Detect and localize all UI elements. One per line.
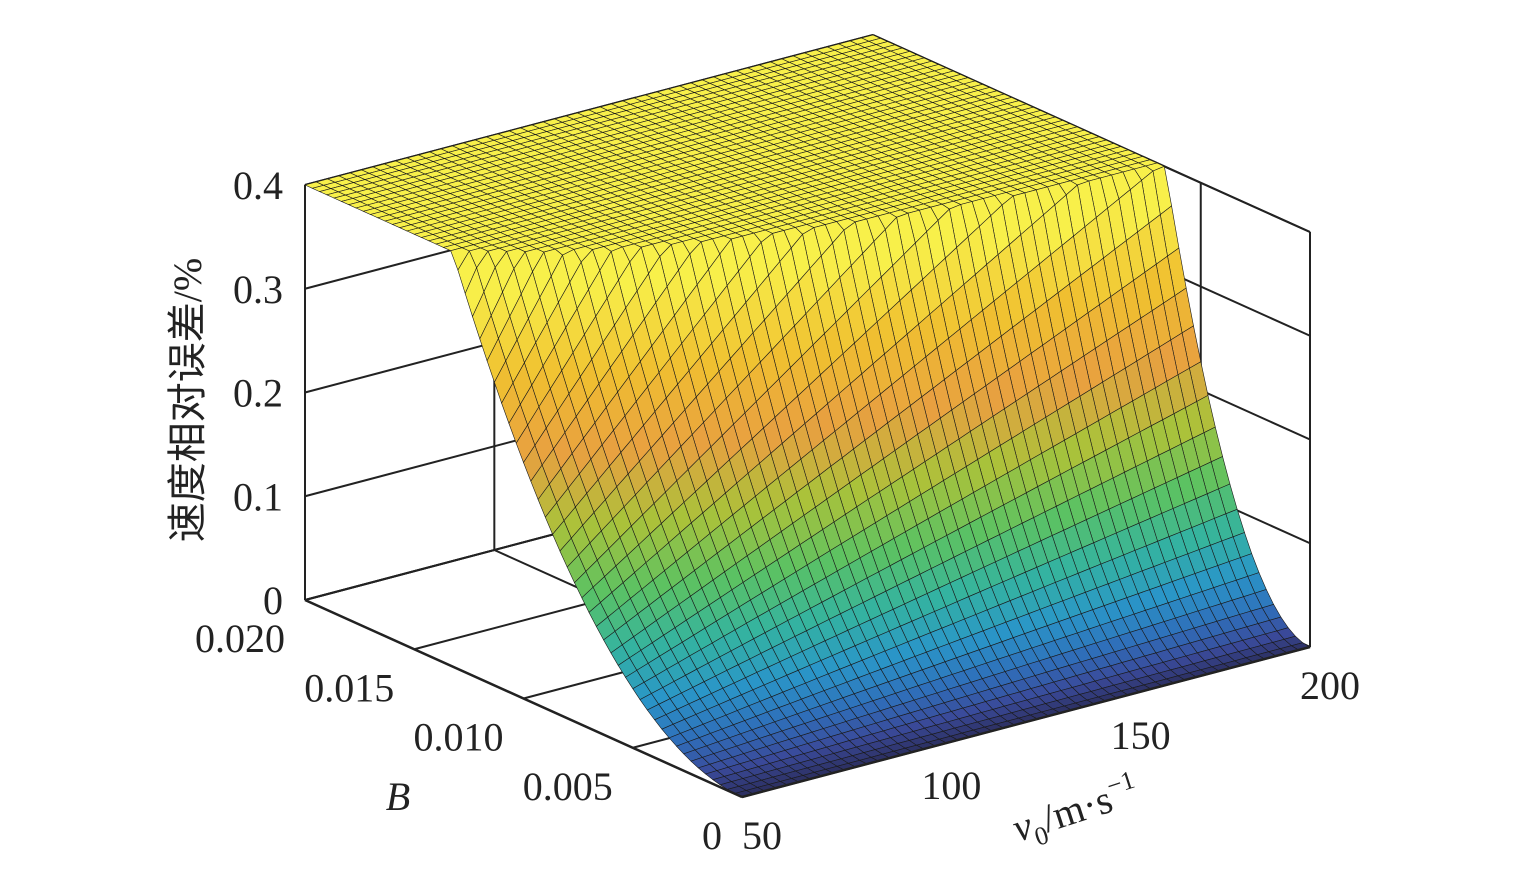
z-tick-label: 0.2 <box>233 371 283 416</box>
y-axis-line <box>304 598 743 799</box>
y-tick-label: 0.010 <box>414 715 504 760</box>
x-tick-label: 50 <box>742 813 782 858</box>
x-tick-label: 150 <box>1111 713 1171 758</box>
z-tick-label: 0 <box>263 578 283 623</box>
z-tick-label: 0.1 <box>233 474 283 519</box>
y-tick-label: 0 <box>702 813 722 858</box>
z-axis-label: 速度相对误差/% <box>165 258 210 542</box>
x-axis-label: v0/m·s−1 <box>1006 765 1146 857</box>
y-tick-label: 0.015 <box>304 665 394 710</box>
x-tick-label: 100 <box>921 763 981 808</box>
y-tick-label: 0.020 <box>195 616 285 661</box>
x-axis-label-unit: /m·s <box>1036 776 1118 841</box>
z-tick-label: 0.4 <box>233 163 283 208</box>
axes <box>304 598 1311 799</box>
y-tick-label: 0.005 <box>523 764 613 809</box>
tick-labels: 0 0.1 0.2 0.3 0.4 0 0.005 0.010 0.015 0.020 50 100 1… <box>195 163 1360 858</box>
y-axis-label: B <box>386 774 410 819</box>
x-tick-label: 200 <box>1300 663 1360 708</box>
x-axis-line <box>741 645 1311 799</box>
svg-text:v0/m·s−1: v0/m·s−1 <box>1006 765 1146 857</box>
z-tick-label: 0.3 <box>233 267 283 312</box>
surface-mesh <box>304 34 1311 798</box>
